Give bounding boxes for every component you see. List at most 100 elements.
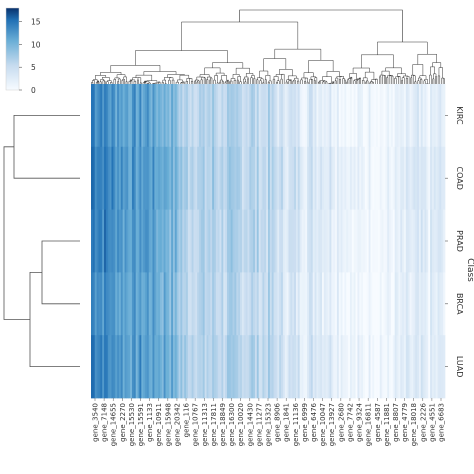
heatmap-cell [243, 335, 246, 399]
heatmap-cell [286, 335, 289, 399]
heatmap-cell [273, 84, 276, 148]
heatmap-cell [271, 146, 274, 210]
heatmap-cell [379, 146, 382, 210]
heatmap-cell [329, 335, 332, 399]
heatmap-cell [336, 209, 340, 273]
dendrogram-branch [175, 81, 179, 85]
heatmap-cell [163, 146, 166, 210]
heatmap-cell [100, 272, 103, 336]
column-label: gene_2226 [419, 402, 427, 441]
heatmap-cell [260, 272, 263, 336]
dendrogram-branch [308, 60, 334, 73]
dendrogram-branch [420, 79, 423, 84]
heatmap-cell [424, 146, 427, 210]
heatmap-cell [310, 146, 314, 210]
heatmap-cell [174, 146, 178, 210]
heatmap-cell [340, 335, 343, 399]
heatmap-cell [348, 146, 351, 210]
dendrogram-branch [123, 76, 127, 82]
dendrogram-branch [262, 82, 265, 84]
heatmap-cell [141, 272, 144, 336]
dendrogram-branch [181, 21, 299, 51]
heatmap-cell [377, 146, 381, 210]
heatmap-cell [400, 335, 403, 399]
heatmap-cell [418, 84, 422, 148]
heatmap-cell [366, 146, 369, 210]
heatmap-cell [439, 84, 442, 148]
heatmap-cell [389, 84, 392, 148]
heatmap-cell [299, 335, 302, 399]
heatmap-cell [405, 272, 409, 336]
heatmap-cell [307, 335, 310, 399]
dendrogram-branch [313, 80, 316, 84]
heatmap-cell [171, 146, 174, 210]
heatmap-cell [370, 146, 373, 210]
heatmap-cell [333, 84, 336, 148]
heatmap-cell [441, 272, 444, 336]
heatmap-cell [269, 272, 273, 336]
heatmap-cell [428, 272, 431, 336]
heatmap-cell [312, 209, 315, 273]
colorbar-gradient [5, 7, 20, 91]
heatmap-cell [428, 335, 431, 399]
heatmap-cell [115, 84, 118, 148]
heatmap-cell [286, 84, 289, 148]
dendrogram-branch [292, 80, 295, 84]
dendrogram-branch [233, 80, 237, 84]
dendrogram-branch [326, 71, 340, 77]
column-label: gene_8807 [392, 403, 400, 442]
heatmap-cell [154, 209, 157, 273]
heatmap-cell [113, 335, 116, 399]
heatmap-cell [113, 146, 116, 210]
heatmap-cell [385, 84, 388, 148]
heatmap-cell [307, 272, 310, 336]
heatmap-cell [389, 146, 392, 210]
column-label: gene_7742 [346, 403, 354, 442]
heatmap-cell [390, 335, 394, 399]
heatmap-cell [363, 84, 366, 148]
heatmap-cell [374, 84, 377, 148]
heatmap-cell [180, 209, 183, 273]
heatmap-cell [359, 209, 362, 273]
heatmap-cell [254, 209, 258, 273]
heatmap-cell [228, 335, 232, 399]
heatmap-cell [301, 84, 304, 148]
column-label: gene_11313 [201, 403, 209, 446]
heatmap-cell [176, 272, 179, 336]
column-label: gene_9324 [356, 402, 364, 441]
heatmap-cell [180, 272, 183, 336]
heatmap-cell [202, 146, 205, 210]
dendrogram-branch [91, 82, 94, 84]
heatmap-cell [377, 335, 381, 399]
heatmap-cell [256, 335, 260, 399]
heatmap-cell [254, 146, 258, 210]
heatmap-cell [139, 272, 142, 336]
heatmap-cell [208, 84, 211, 148]
heatmap-cell [294, 272, 297, 336]
heatmap-cell [282, 209, 286, 273]
dendrogram-branch [235, 67, 250, 75]
heatmap-cell [204, 146, 207, 210]
dendrogram-branch [303, 72, 314, 78]
dendrogram-branch [294, 77, 299, 82]
heatmap-cell [297, 84, 301, 148]
heatmap-cell [441, 146, 444, 210]
heatmap-cell [271, 272, 274, 336]
dendrogram-branch [181, 81, 184, 83]
heatmap-cell [417, 146, 420, 210]
heatmap-cell [303, 209, 306, 273]
heatmap-cell [206, 84, 209, 148]
heatmap-cell [268, 146, 271, 210]
dendrogram-branch [342, 78, 346, 84]
heatmap-cell [234, 209, 237, 273]
heatmap-cell [430, 84, 433, 148]
heatmap-cell [424, 84, 427, 148]
dendrogram-branch [251, 75, 255, 79]
heatmap-cell [217, 335, 220, 399]
heatmap-cell [307, 84, 310, 148]
dendrogram-branch [285, 81, 288, 84]
heatmap-cell [107, 272, 110, 336]
heatmap-cell [225, 84, 228, 148]
heatmap-cell [308, 84, 312, 148]
heatmap-cell [154, 84, 157, 148]
